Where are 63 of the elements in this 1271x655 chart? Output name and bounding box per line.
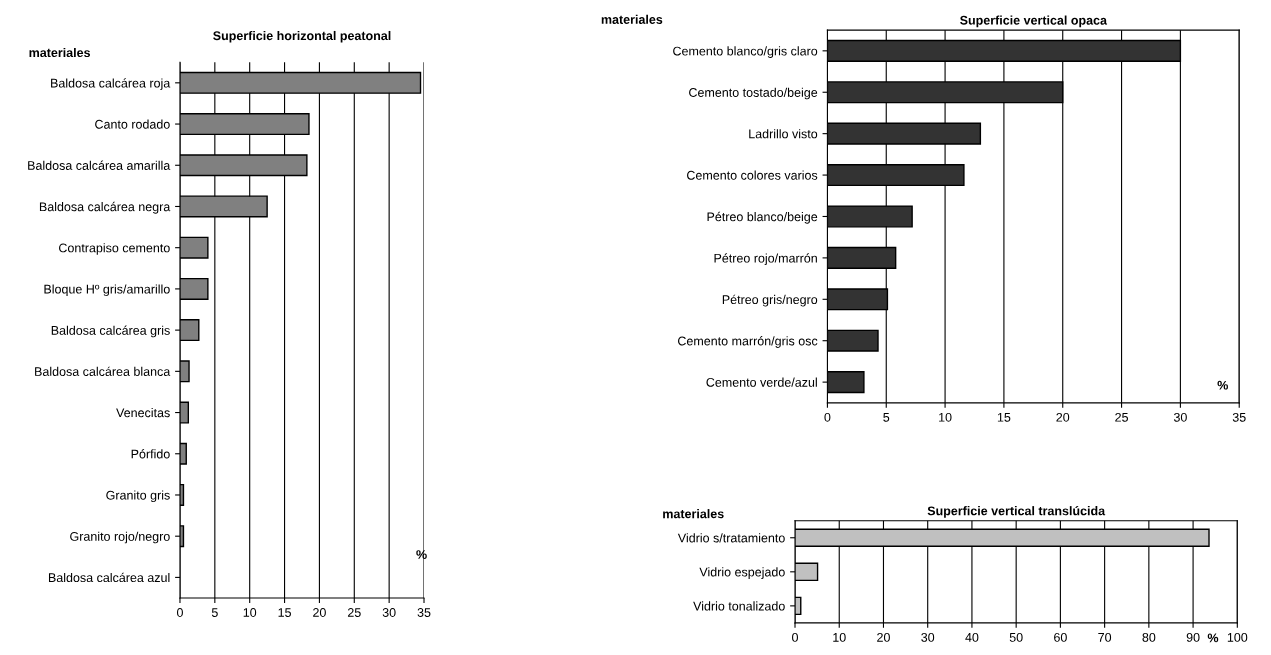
y-tick-label: Baldosa calcárea gris xyxy=(51,325,170,338)
x-tick-label: 30 xyxy=(921,632,935,642)
x-tick-label: 15 xyxy=(997,413,1011,422)
x-tick-label: 5 xyxy=(211,608,218,617)
x-tick-label: 20 xyxy=(1056,412,1070,422)
x-tick-label: 10 xyxy=(833,632,846,642)
bar xyxy=(827,329,879,352)
x-tick-label: 70 xyxy=(1098,632,1112,642)
y-axis-title: materiales xyxy=(663,509,724,519)
y-tick-label: Baldosa calcárea negra xyxy=(39,201,171,214)
y-tick-label: Bloque Hº gris/amarillo xyxy=(44,284,170,297)
y-tick-label: Baldosa calcárea azul xyxy=(48,572,170,583)
y-tick-label: Granito rojo/negro xyxy=(70,531,170,544)
y-tick-label: Granito gris xyxy=(106,490,170,503)
y-tick-label: Pórfido xyxy=(131,449,170,459)
chart-title: Superficie vertical opaca xyxy=(960,15,1108,28)
y-tick-label: Canto rodado xyxy=(95,119,170,129)
chart-title: Superficie vertical translúcida xyxy=(927,506,1106,518)
y-tick-label: Pétreo rojo/marrón xyxy=(714,253,817,266)
x-tick-label: 0 xyxy=(176,608,183,617)
x-tick-label: 30 xyxy=(1173,412,1187,422)
x-tick-label: 25 xyxy=(1115,412,1128,422)
y-tick-label: Pétreo blanco/beige xyxy=(707,211,818,224)
bar xyxy=(827,371,865,394)
x-tick-label: 50 xyxy=(1009,632,1023,642)
y-tick-label: Venecitas xyxy=(116,408,170,418)
x-axis-title: % xyxy=(416,550,427,559)
y-tick-label: Pétreo gris/negro xyxy=(722,294,818,307)
y-tick-label: Contrapiso cemento xyxy=(59,243,170,255)
y-axis-title: materiales xyxy=(29,47,91,58)
x-tick-label: 20 xyxy=(877,632,890,642)
x-tick-label: 60 xyxy=(1054,632,1067,642)
x-tick-label: 10 xyxy=(243,608,257,617)
y-tick-label: Cemento marrón/gris osc xyxy=(678,336,818,348)
y-tick-label: Vidrio s/tratamiento xyxy=(677,533,785,543)
y-tick-label: Baldosa calcárea amarilla xyxy=(28,160,171,170)
x-tick-label: 20 xyxy=(313,608,326,617)
y-tick-label: Vidrio espejado xyxy=(699,567,785,579)
x-axis-title: % xyxy=(1207,633,1219,643)
y-tick-label: Ladrillo visto xyxy=(749,129,818,139)
x-tick-label: 15 xyxy=(278,608,291,617)
x-tick-label: 5 xyxy=(883,413,890,422)
x-tick-label: 25 xyxy=(347,608,361,617)
y-tick-label: Baldosa calcárea blanca xyxy=(35,366,171,376)
x-tick-label: 100 xyxy=(1227,632,1248,642)
y-tick-label: Cemento verde/azul xyxy=(706,377,817,387)
x-tick-label: 80 xyxy=(1142,632,1156,642)
y-tick-label: Cemento tostado/beige xyxy=(689,87,818,100)
x-tick-label: 90 xyxy=(1186,632,1200,642)
x-tick-label: 35 xyxy=(1232,412,1246,422)
y-tick-label: Cemento colores varios xyxy=(687,170,818,180)
y-tick-label: Baldosa calcárea roja xyxy=(51,78,171,91)
x-tick-label: 30 xyxy=(382,608,396,617)
y-axis-title: materiales xyxy=(601,14,663,24)
x-tick-label: 0 xyxy=(792,632,798,642)
x-tick-label: 0 xyxy=(824,412,831,422)
x-tick-label: 40 xyxy=(965,632,979,642)
chart-title: Superficie horizontal peatonal xyxy=(213,30,391,43)
x-tick-label: 35 xyxy=(417,608,431,617)
y-tick-label: Cemento blanco/gris claro xyxy=(673,46,818,58)
x-axis-title: % xyxy=(1217,380,1228,390)
y-tick-label: Vidrio tonalizado xyxy=(693,601,785,611)
x-tick-label: 10 xyxy=(939,412,952,422)
